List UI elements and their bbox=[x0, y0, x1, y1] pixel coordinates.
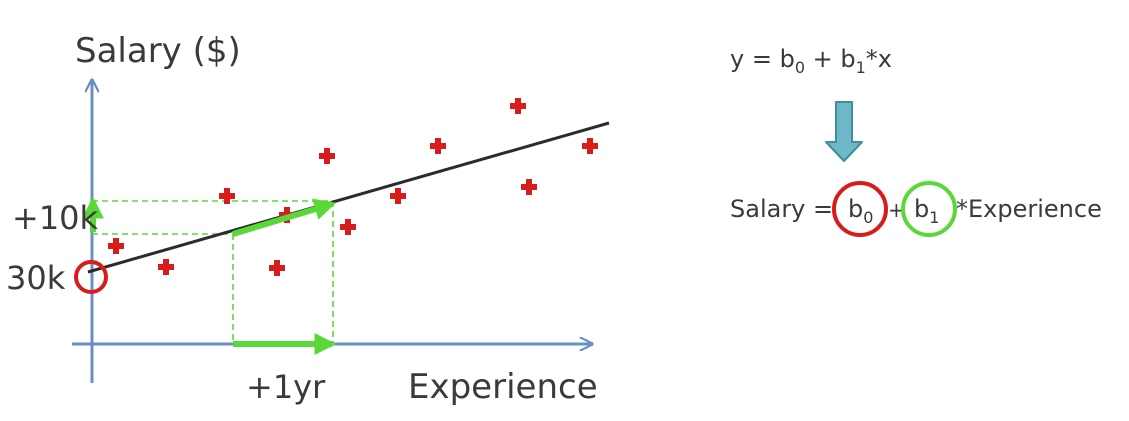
intercept-circle bbox=[74, 260, 108, 294]
data-point bbox=[521, 179, 537, 195]
general-formula: y = b0 + b1*x bbox=[730, 45, 892, 77]
run-label: +1yr bbox=[246, 368, 326, 406]
formula-specific-b0: b0 bbox=[848, 195, 873, 227]
data-point bbox=[158, 259, 174, 275]
data-point bbox=[430, 138, 446, 154]
data-point bbox=[582, 138, 598, 154]
formula-specific-b0-sub: 0 bbox=[863, 208, 873, 227]
data-point bbox=[108, 238, 124, 254]
x-axis-label: Experience bbox=[408, 367, 598, 407]
formula-general-b0-sub: 0 bbox=[795, 58, 805, 77]
data-point bbox=[510, 98, 526, 114]
formula-general-rhs: *x bbox=[866, 45, 892, 73]
formula-general-lhs: y = b bbox=[730, 45, 795, 73]
slope-arrow-along-line bbox=[232, 198, 337, 237]
formula-specific-b1: b1 bbox=[914, 195, 939, 227]
y-axis-label: Salary ($) bbox=[75, 31, 241, 71]
regression-line bbox=[87, 121, 610, 274]
formula-specific-rhs: *Experience bbox=[956, 195, 1102, 223]
formula-specific-lhs: Salary = bbox=[730, 195, 833, 223]
data-point bbox=[319, 148, 335, 164]
down-arrow-icon bbox=[825, 101, 863, 162]
data-point bbox=[219, 188, 235, 204]
rise-label: +10k bbox=[12, 199, 99, 237]
b0-circle bbox=[832, 181, 888, 237]
data-point bbox=[269, 260, 285, 276]
formula-specific-b1-main: b bbox=[914, 195, 929, 223]
formula-general-b1-sub: 1 bbox=[856, 58, 866, 77]
data-point bbox=[390, 188, 406, 204]
formula-specific-b0-main: b bbox=[848, 195, 863, 223]
intercept-label: 30k bbox=[6, 259, 66, 297]
formula-specific-b1-sub: 1 bbox=[929, 208, 939, 227]
data-points bbox=[108, 98, 598, 276]
formula-general-mid: + b bbox=[805, 45, 856, 73]
slope-guides bbox=[92, 200, 334, 344]
b1-circle bbox=[901, 181, 957, 237]
data-point bbox=[340, 219, 356, 235]
formula-specific-plus: + bbox=[888, 198, 905, 222]
